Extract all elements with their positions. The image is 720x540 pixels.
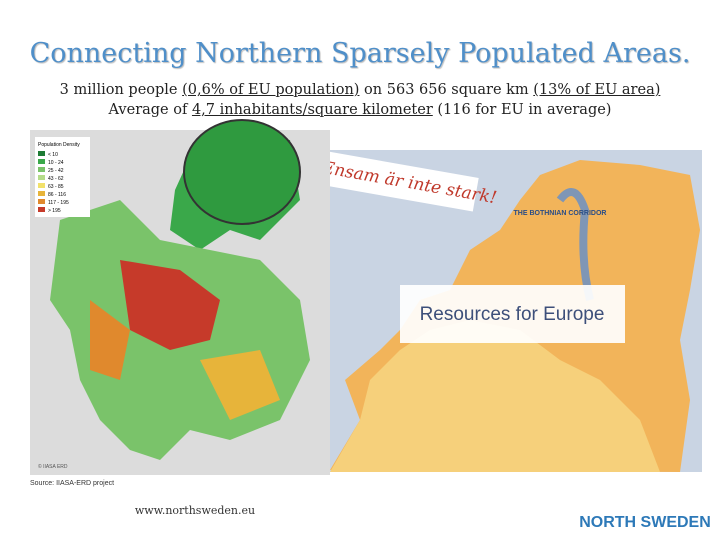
- legend-swatch: [38, 159, 45, 164]
- text: (116 for EU in average): [432, 102, 612, 118]
- legend-label: < 10: [48, 152, 58, 158]
- corridor-label: THE BOTHNIAN CORRIDOR: [514, 210, 607, 217]
- text: (13% of EU area): [533, 82, 661, 98]
- legend-swatch: [38, 199, 45, 204]
- legend-label: 10 - 24: [48, 160, 64, 166]
- banner-box: [400, 285, 625, 343]
- legend: < 10 10 - 24 25 - 42 43 - 62 63 - 85 86 - 116…: [38, 151, 69, 214]
- legend-swatch: [38, 191, 45, 196]
- legend-swatch: [38, 207, 45, 212]
- legend-swatch: [38, 175, 45, 180]
- legend-swatch: [38, 151, 45, 156]
- legend-label: 63 - 85: [48, 184, 64, 190]
- legend-label: 86 - 116: [48, 192, 66, 198]
- text: 4,7 inhabitants/square kilometer: [191, 102, 433, 118]
- region: [120, 260, 220, 350]
- logo: NORTH SWEDEN: [579, 514, 711, 531]
- legend-label: 25 - 42: [48, 168, 64, 174]
- legend-swatch: [38, 183, 45, 188]
- corridor-arc: [556, 188, 594, 301]
- url: www.northsweden.eu: [135, 504, 255, 517]
- legend-label: > 195: [48, 208, 61, 214]
- title: Connecting Northern Sparsely Populated A…: [29, 38, 691, 69]
- text: Average of: [108, 102, 192, 118]
- region: [200, 350, 280, 420]
- legend-label: 117 - 195: [48, 200, 69, 206]
- legend-swatch: [38, 167, 45, 172]
- banner: Resources for Europe: [420, 304, 605, 325]
- text: on 563 656 square km: [359, 82, 534, 98]
- copyright: © IIASA ERD: [38, 463, 68, 470]
- land: [330, 320, 660, 472]
- highlight-circle: [183, 119, 301, 225]
- source: Source: IIASA-ERD project: [30, 480, 114, 487]
- subtitle-line: Average of 4,7 inhabitants/square kilome…: [0, 102, 720, 118]
- subtitle-line: 3 million people (0,6% of EU population)…: [0, 82, 720, 98]
- text: (0,6% of EU population): [182, 82, 360, 98]
- text: 3 million people: [59, 82, 183, 98]
- legend-title: Population Density: [38, 142, 80, 148]
- slogan-box: [315, 150, 479, 212]
- legend-label: 43 - 62: [48, 176, 64, 182]
- region: [90, 300, 130, 380]
